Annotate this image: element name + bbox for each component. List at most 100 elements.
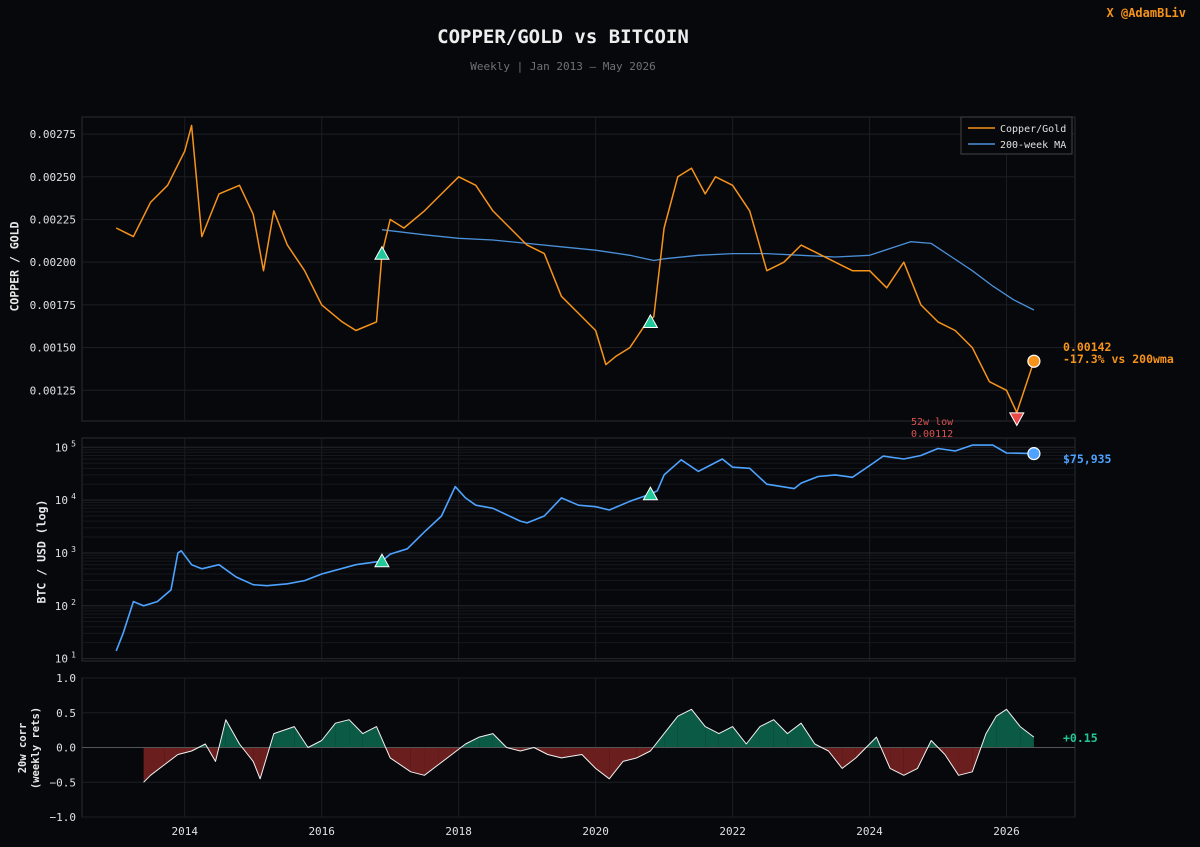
btc-signal-marker	[642, 486, 659, 501]
corr-negative-area	[903, 747, 918, 776]
btc-ytick-label: 10	[55, 653, 68, 666]
corr-positive-area	[335, 719, 350, 748]
corr-ytick-label: −1.0	[50, 811, 77, 824]
corr-negative-area	[143, 747, 151, 783]
btc-ytick-label: 10	[55, 600, 68, 613]
corr-negative-area	[164, 747, 178, 765]
x-tick-label: 2014	[171, 825, 198, 838]
corr-negative-area	[636, 747, 651, 758]
bottom-ylabel: 20w corr (weekly rets)	[17, 698, 43, 798]
corr-negative-area	[595, 747, 610, 779]
legend: Copper/Gold 200-week MA	[960, 116, 1073, 155]
btc-ytick-label: 10	[55, 441, 68, 454]
copper-last-value: 0.00142	[1063, 340, 1112, 354]
corr-ytick-label: −0.5	[50, 776, 77, 789]
corr-ytick-label: 0.0	[56, 742, 76, 755]
corr-positive-area	[349, 719, 363, 748]
x-tick-label: 2024	[856, 825, 883, 838]
btc-ytick-exponent: 4	[71, 492, 76, 501]
corr-positive-area	[996, 709, 1007, 748]
corr-positive-area	[1006, 709, 1021, 748]
corr-positive-area	[773, 719, 788, 748]
x-tick-label: 2020	[582, 825, 609, 838]
low-annotation: 52w low 0.00112	[911, 417, 953, 441]
corr-positive-area	[677, 709, 692, 748]
copper-ytick-label: 0.00225	[30, 213, 76, 226]
low-label: 52w low	[911, 417, 954, 428]
corr-last-value: +0.15	[1063, 731, 1098, 745]
corr-positive-area	[746, 726, 760, 748]
corr-negative-area	[438, 747, 452, 765]
buy-signal-marker	[642, 313, 659, 329]
low-value: 0.00112	[911, 429, 954, 440]
corr-negative-area	[958, 747, 973, 776]
low-signal-marker	[1008, 412, 1025, 427]
copper-gold-line	[115, 124, 1035, 414]
btc-ytick-label: 10	[55, 547, 68, 560]
chart-subtitle: Weekly | Jan 2013 – May 2026	[470, 60, 656, 73]
copper-ytick-label: 0.00250	[30, 171, 76, 184]
copper-panel-frame	[81, 116, 1076, 422]
corr-positive-area	[321, 723, 336, 748]
x-tick-label: 2016	[308, 825, 335, 838]
copper-ytick-label: 0.00200	[30, 256, 76, 269]
corr-negative-area	[623, 747, 637, 762]
corr-positive-area	[787, 723, 802, 748]
chart-title: COPPER/GOLD vs BITCOIN	[437, 26, 689, 48]
btc-ytick-exponent: 2	[71, 598, 76, 607]
corr-positive-area	[479, 733, 493, 748]
corr-negative-area	[390, 747, 411, 772]
x-tick-label: 2018	[445, 825, 472, 838]
corr-ytick-label: 0.5	[56, 707, 76, 720]
legend-box	[960, 116, 1073, 155]
legend-ma-label: 200-week MA	[1000, 140, 1066, 151]
middle-ylabel: BTC / USD (log)	[34, 499, 49, 604]
btc-line	[115, 444, 1034, 652]
copper-vs-ma-note: -17.3% vs 200wma	[1063, 352, 1174, 366]
btc-ytick-exponent: 1	[71, 651, 76, 660]
bottom-ylabel-line2: (weekly rets)	[30, 706, 42, 790]
corr-ytick-label: 1.0	[56, 672, 76, 685]
btc-ytick-label: 10	[55, 494, 68, 507]
corr-positive-area	[691, 709, 706, 748]
copper-ytick-label: 0.00125	[30, 384, 76, 397]
corr-negative-area	[150, 747, 165, 776]
corr-negative-area	[944, 747, 959, 776]
corr-positive-area	[985, 716, 997, 748]
corr-positive-area	[664, 716, 678, 748]
corr-negative-area	[609, 747, 624, 779]
corr-negative-area	[177, 747, 192, 755]
corr-positive-area	[732, 726, 747, 748]
corr-positive-area	[1020, 726, 1034, 748]
corr-negative-area	[828, 747, 843, 769]
legend-copper-label: Copper/Gold	[1000, 124, 1066, 135]
btc-last-value: $75,935	[1063, 452, 1112, 466]
corr-positive-area	[759, 719, 774, 748]
x-tick-label: 2026	[993, 825, 1020, 838]
bottom-ylabel-line1: 20w corr	[17, 722, 29, 774]
btc-last-dot	[1027, 447, 1041, 461]
author-credit[interactable]: X @AdamBLiv	[1106, 6, 1186, 20]
corr-negative-area	[842, 747, 856, 769]
buy-signal-marker	[374, 245, 390, 260]
corr-positive-area	[869, 737, 877, 748]
btc-ytick-exponent: 5	[71, 439, 76, 448]
ma-line	[381, 229, 1035, 311]
corr-line	[143, 708, 1035, 783]
btc-ytick-exponent: 3	[71, 545, 76, 554]
corr-negative-area	[581, 747, 596, 769]
btc-signal-marker	[374, 553, 390, 568]
corr-positive-area	[465, 737, 480, 748]
copper-ytick-label: 0.00275	[30, 128, 76, 141]
copper-ytick-label: 0.00175	[30, 299, 76, 312]
corr-negative-area	[890, 747, 904, 776]
corr-negative-area	[424, 747, 439, 776]
corr-negative-area	[253, 747, 261, 779]
copper-last-dot	[1027, 354, 1041, 368]
btc-panel-frame	[81, 437, 1076, 662]
copper-ytick-label: 0.00150	[30, 342, 76, 355]
x-tick-label: 2022	[719, 825, 746, 838]
top-ylabel: COPPER / GOLD	[7, 221, 22, 312]
corr-negative-area	[410, 747, 425, 776]
